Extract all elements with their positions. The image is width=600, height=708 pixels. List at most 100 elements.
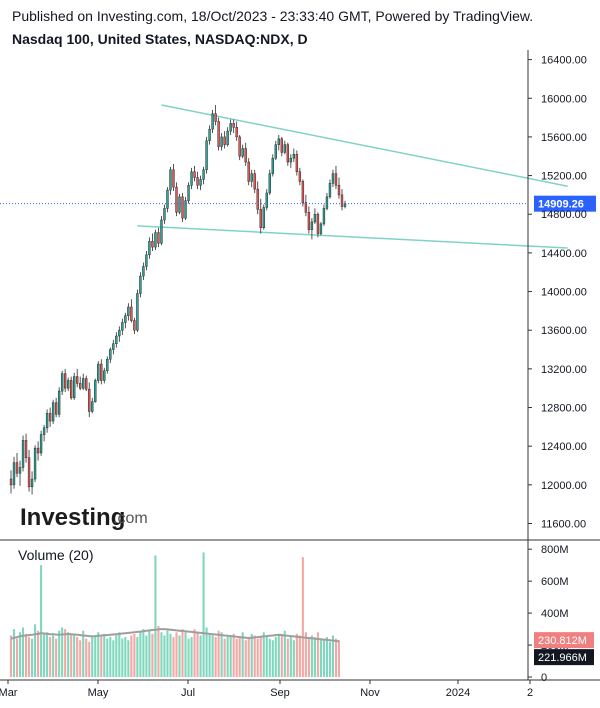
volume-bar — [115, 635, 118, 677]
candle-body — [60, 373, 64, 392]
candle-body — [217, 121, 220, 147]
volume-ma-label: 221.966M — [538, 652, 587, 664]
candle-body — [334, 173, 338, 186]
volume-bar — [166, 630, 169, 677]
volume-bar — [259, 637, 262, 677]
candle — [57, 387, 61, 418]
candle — [24, 433, 28, 463]
volume-bar — [178, 635, 181, 677]
candle-body — [163, 208, 166, 221]
volume-bar — [256, 638, 259, 677]
candle-body — [33, 447, 37, 480]
candle — [21, 435, 25, 472]
candle — [172, 163, 175, 192]
volume-bar — [199, 635, 202, 677]
candle — [130, 299, 133, 323]
candle-body — [298, 171, 302, 182]
candle-body — [88, 388, 91, 412]
candle — [36, 441, 40, 461]
candle-body — [271, 157, 274, 174]
volume-bar — [112, 640, 115, 677]
volume-bar — [91, 635, 94, 677]
candle-body — [127, 306, 130, 316]
candle-body — [205, 140, 208, 171]
candle-body — [97, 363, 100, 381]
volume-bar — [262, 632, 265, 677]
candle-body — [202, 169, 205, 180]
volume-bar — [268, 638, 271, 677]
candle — [30, 471, 34, 495]
candle — [259, 198, 262, 234]
volume-bar — [211, 635, 214, 677]
candle — [133, 317, 136, 335]
candle — [97, 361, 100, 384]
candle — [298, 167, 302, 186]
candle-body — [48, 413, 52, 422]
candle-body — [280, 138, 283, 153]
volume-bar — [205, 627, 208, 677]
candle-body — [211, 113, 214, 130]
trendline-upper — [161, 104, 568, 187]
volume-bar — [73, 635, 76, 677]
volume-bar — [142, 629, 145, 677]
y-tick-label: 12000.00 — [541, 480, 587, 492]
candle-body — [172, 169, 175, 188]
volume-bar — [160, 632, 163, 677]
candle — [33, 445, 37, 482]
candle — [226, 127, 229, 147]
volume-bar — [28, 637, 31, 677]
candle-body — [139, 275, 142, 294]
volume-bar — [100, 635, 103, 677]
volume-bar — [18, 632, 22, 677]
x-tick-label: 2 — [527, 687, 533, 699]
volume-bar — [127, 640, 130, 677]
candle — [124, 312, 127, 329]
candle — [166, 187, 169, 213]
candle — [211, 109, 214, 134]
volume-bar — [94, 637, 97, 677]
candle-body — [301, 181, 305, 203]
volume-bar — [40, 565, 43, 677]
volume-bar — [9, 635, 13, 677]
volume-bar — [85, 638, 88, 677]
candle — [223, 131, 226, 149]
candle — [69, 376, 73, 400]
candle — [253, 169, 256, 193]
candle — [178, 193, 181, 215]
candle — [208, 125, 211, 145]
volume-bar — [136, 637, 139, 677]
candle — [9, 470, 13, 494]
volume-bar — [283, 630, 286, 677]
volume-bar — [292, 640, 295, 677]
candle — [121, 318, 124, 336]
volume-bar — [124, 637, 127, 677]
candle — [331, 169, 335, 188]
volume-bar — [250, 633, 253, 677]
candle-body — [166, 189, 169, 209]
candle-body — [9, 478, 13, 486]
volume-bar — [235, 638, 238, 677]
candle — [100, 359, 103, 385]
candle — [169, 166, 172, 195]
volume-bar — [97, 632, 100, 677]
instrument-title: Nasdaq 100, United States, NASDAQ:NDX, D — [12, 31, 308, 47]
volume-bar — [271, 640, 274, 677]
candle-body — [235, 127, 238, 138]
candle-body — [226, 130, 229, 145]
candle-body — [319, 223, 323, 234]
candle — [109, 347, 112, 364]
investing-logo: Investing .com — [20, 504, 148, 531]
vol-tick-label: 400M — [541, 608, 569, 620]
candle — [274, 140, 277, 161]
logo-brand-text: Investing — [20, 504, 125, 531]
vol-tick-label: 0 — [541, 672, 547, 684]
volume-bar — [82, 630, 85, 677]
candle — [295, 150, 299, 176]
candle-body — [292, 154, 296, 159]
candle-body — [73, 376, 76, 399]
candle-body — [36, 447, 40, 454]
volume-bar — [130, 635, 133, 677]
volume-bar — [232, 633, 235, 677]
candle-body — [169, 169, 172, 191]
